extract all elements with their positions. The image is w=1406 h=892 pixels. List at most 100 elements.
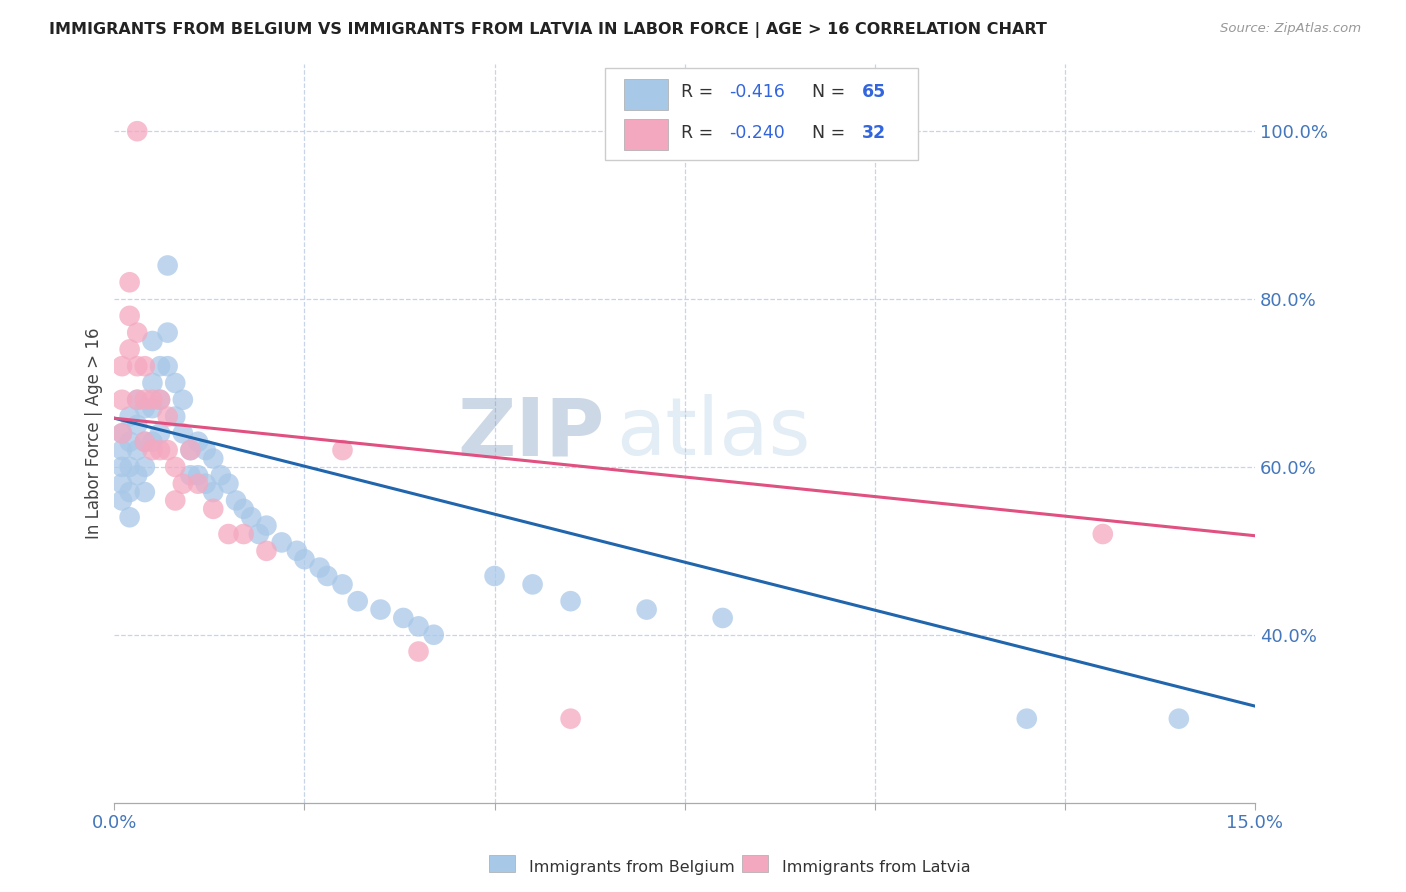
Point: [187, 468, 209, 483]
Point: [270, 535, 292, 549]
Point: [560, 594, 582, 608]
Point: [194, 443, 217, 458]
Point: [156, 443, 179, 458]
Point: [118, 309, 141, 323]
Text: -0.416: -0.416: [730, 83, 785, 101]
Point: [149, 392, 172, 407]
Point: [422, 628, 444, 642]
Point: [172, 392, 194, 407]
Point: [232, 501, 254, 516]
Point: [111, 392, 134, 407]
Point: [149, 443, 172, 458]
Point: [118, 485, 141, 500]
Point: [156, 359, 179, 374]
Point: [127, 326, 149, 340]
Text: ZIP: ZIP: [457, 394, 605, 473]
Text: Source: ZipAtlas.com: Source: ZipAtlas.com: [1220, 22, 1361, 36]
Point: [408, 619, 430, 633]
Point: [118, 459, 141, 474]
Point: [118, 409, 141, 424]
Point: [522, 577, 544, 591]
Point: [134, 392, 156, 407]
Point: [127, 359, 149, 374]
Point: [134, 434, 156, 449]
Text: Immigrants from Belgium: Immigrants from Belgium: [529, 860, 734, 874]
Text: N =: N =: [813, 124, 851, 142]
Point: [118, 434, 141, 449]
Point: [111, 493, 134, 508]
Point: [111, 443, 134, 458]
Point: [408, 644, 430, 658]
Y-axis label: In Labor Force | Age > 16: In Labor Force | Age > 16: [86, 327, 103, 539]
Point: [316, 569, 339, 583]
Point: [141, 401, 163, 416]
Point: [484, 569, 506, 583]
Point: [256, 544, 278, 558]
Point: [332, 443, 354, 458]
Point: [560, 712, 582, 726]
Point: [202, 451, 225, 466]
Point: [202, 501, 225, 516]
Point: [134, 401, 156, 416]
Text: 65: 65: [862, 83, 886, 101]
Point: [179, 468, 201, 483]
Point: [1167, 712, 1189, 726]
Text: -0.240: -0.240: [730, 124, 785, 142]
Point: [256, 518, 278, 533]
Point: [172, 426, 194, 441]
Point: [179, 443, 201, 458]
Point: [217, 476, 239, 491]
Point: [141, 434, 163, 449]
Point: [1015, 712, 1038, 726]
Point: [156, 409, 179, 424]
Point: [187, 434, 209, 449]
Point: [232, 527, 254, 541]
Point: [118, 510, 141, 524]
Point: [141, 334, 163, 348]
Point: [209, 468, 232, 483]
Text: N =: N =: [813, 83, 851, 101]
FancyBboxPatch shape: [605, 68, 918, 160]
FancyBboxPatch shape: [624, 78, 668, 110]
Point: [202, 485, 225, 500]
Point: [294, 552, 316, 566]
Point: [165, 459, 187, 474]
Point: [118, 343, 141, 357]
Point: [111, 426, 134, 441]
Point: [636, 602, 658, 616]
Point: [247, 527, 270, 541]
Point: [1091, 527, 1114, 541]
Point: [111, 476, 134, 491]
Point: [187, 476, 209, 491]
Point: [711, 611, 734, 625]
Text: R =: R =: [682, 124, 718, 142]
Point: [217, 527, 239, 541]
Point: [127, 443, 149, 458]
Point: [141, 376, 163, 390]
Point: [111, 426, 134, 441]
Point: [134, 459, 156, 474]
Point: [240, 510, 263, 524]
Point: [179, 443, 201, 458]
Point: [149, 426, 172, 441]
Point: [308, 560, 330, 574]
Point: [111, 359, 134, 374]
Point: [194, 476, 217, 491]
Point: [149, 359, 172, 374]
Point: [127, 124, 149, 138]
Point: [118, 275, 141, 289]
FancyBboxPatch shape: [624, 119, 668, 150]
Point: [127, 417, 149, 432]
Text: 32: 32: [862, 124, 886, 142]
Point: [165, 493, 187, 508]
Point: [141, 392, 163, 407]
Point: [141, 443, 163, 458]
Point: [370, 602, 392, 616]
Point: [172, 476, 194, 491]
Point: [127, 392, 149, 407]
Point: [165, 409, 187, 424]
Point: [127, 468, 149, 483]
Point: [392, 611, 415, 625]
Text: R =: R =: [682, 83, 718, 101]
Point: [127, 392, 149, 407]
